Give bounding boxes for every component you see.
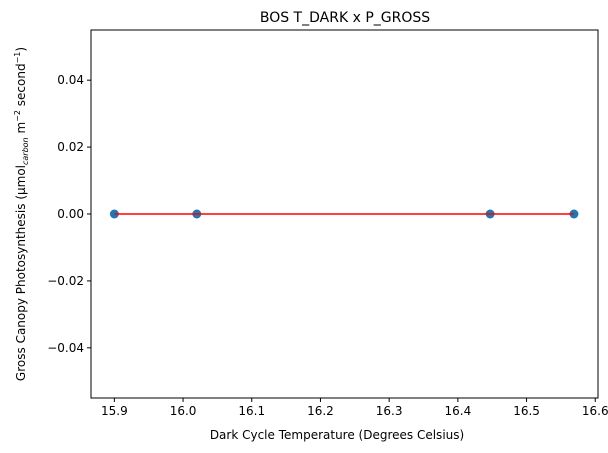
x-tick-label: 16.2 bbox=[307, 404, 334, 418]
y-tick-label: 0.04 bbox=[57, 73, 84, 87]
x-axis-ticks: 15.9 16.0 16.1 16.2 16.3 16.4 16.5 16.6 bbox=[101, 398, 608, 418]
x-tick-label: 15.9 bbox=[101, 404, 128, 418]
x-tick-label: 16.1 bbox=[238, 404, 265, 418]
y-axis-label-sub: carbon bbox=[21, 137, 30, 165]
x-tick-label: 16.6 bbox=[582, 404, 608, 418]
y-axis-label-sup2: −1 bbox=[13, 52, 22, 64]
y-tick-label: 0.02 bbox=[57, 140, 84, 154]
x-tick-label: 16.0 bbox=[170, 404, 197, 418]
y-axis-label-mid1: m bbox=[14, 122, 28, 138]
x-tick-label: 16.3 bbox=[376, 404, 403, 418]
y-axis-label-sup1: −2 bbox=[13, 110, 22, 122]
y-axis-label-mid2: second bbox=[14, 63, 28, 110]
y-tick-label: −0.04 bbox=[47, 341, 84, 355]
x-tick-label: 16.4 bbox=[444, 404, 471, 418]
x-tick-label: 16.5 bbox=[513, 404, 540, 418]
x-axis-label: Dark Cycle Temperature (Degrees Celsius) bbox=[210, 428, 464, 442]
y-axis-ticks: −0.04 −0.02 0.00 0.02 0.04 bbox=[47, 73, 91, 355]
series-layer bbox=[109, 209, 579, 219]
y-axis-label-main: Gross Canopy Photosynthesis (μmol bbox=[14, 165, 28, 381]
y-axis-label: Gross Canopy Photosynthesis (μmolcarbon … bbox=[13, 47, 30, 381]
plot-area: 15.9 16.0 16.1 16.2 16.3 16.4 16.5 16.6 −0.04−0… bbox=[47, 29, 608, 418]
y-axis-label-end: ) bbox=[14, 47, 28, 52]
y-tick-label: 0.00 bbox=[57, 207, 84, 221]
y-tick-label: −0.02 bbox=[47, 274, 84, 288]
chart-title: BOS T_DARK x P_GROSS bbox=[260, 10, 430, 26]
